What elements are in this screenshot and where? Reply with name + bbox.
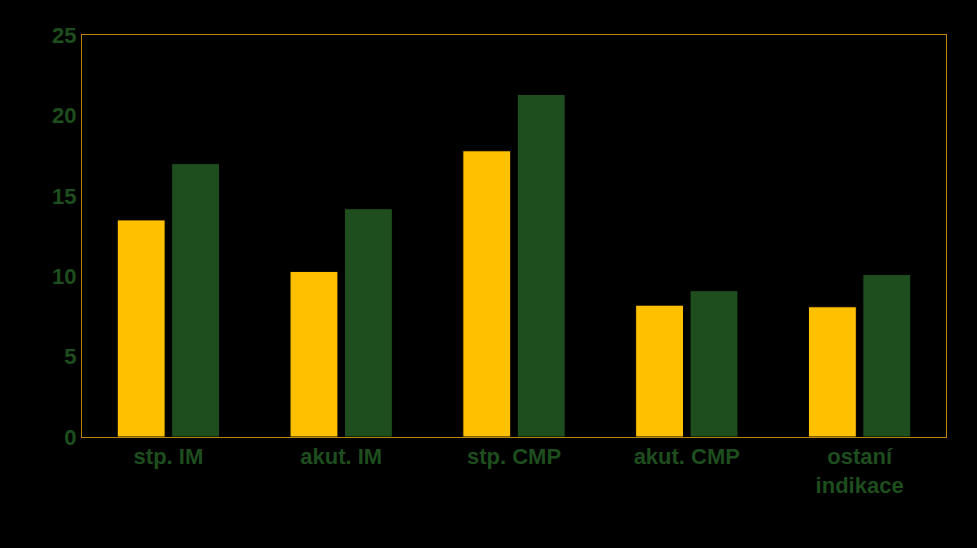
svg-text:stp. IM: stp. IM bbox=[134, 444, 204, 469]
svg-text:25: 25 bbox=[52, 23, 76, 48]
svg-text:stp. CMP: stp. CMP bbox=[467, 444, 561, 469]
svg-text:5: 5 bbox=[64, 344, 76, 369]
svg-text:20: 20 bbox=[52, 103, 76, 128]
svg-text:akut. IM: akut. IM bbox=[300, 444, 382, 469]
svg-text:15: 15 bbox=[52, 184, 76, 209]
svg-text:10: 10 bbox=[52, 264, 76, 289]
svg-text:0: 0 bbox=[64, 425, 76, 450]
svg-text:ostaníindikace: ostaníindikace bbox=[816, 444, 904, 498]
svg-text:akut. CMP: akut. CMP bbox=[634, 444, 740, 469]
